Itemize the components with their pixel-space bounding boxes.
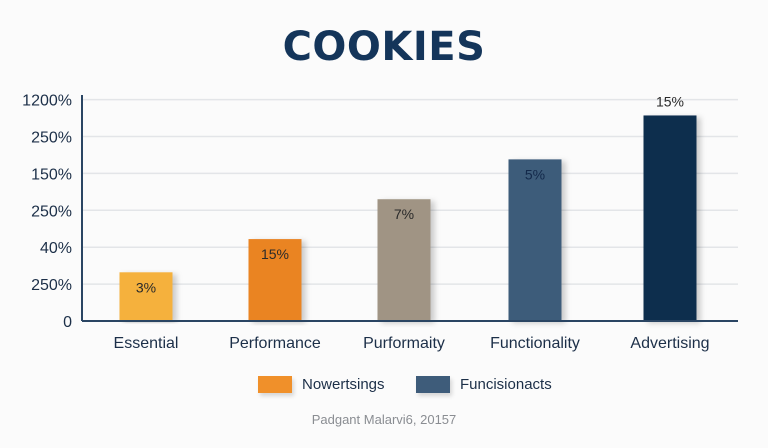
legend-label: Funcisionacts xyxy=(460,376,552,393)
x-tick-label: Functionality xyxy=(490,335,580,352)
x-tick-label: Advertising xyxy=(630,335,709,352)
data-label: 15% xyxy=(261,246,289,262)
legend-swatch xyxy=(416,376,450,393)
x-tick-label: Essential xyxy=(114,335,179,352)
legend-item-1: Funcisionacts xyxy=(416,376,552,393)
data-label: 5% xyxy=(525,166,545,182)
data-label: 15% xyxy=(656,93,684,109)
bar-purformaity xyxy=(377,199,431,321)
bar-performance xyxy=(248,239,302,321)
x-tick-label: Purformaity xyxy=(363,335,445,352)
chart-title: COOKIES xyxy=(282,24,486,70)
legend-item-0: Nowertsings xyxy=(258,376,385,393)
legend-label: Nowertsings xyxy=(302,376,385,393)
y-tick-label: 250% xyxy=(31,277,72,294)
y-tick-label: 40% xyxy=(40,240,72,257)
data-label: 7% xyxy=(394,206,414,222)
chart-footer: Padgant Malarvi6, 20157 xyxy=(311,412,457,427)
y-tick-label: 250% xyxy=(31,130,72,147)
y-tick-label: 1200% xyxy=(22,93,72,110)
bar-advertising xyxy=(643,115,697,321)
bar-essential xyxy=(119,272,173,321)
y-tick-label: 250% xyxy=(31,203,72,220)
data-label: 3% xyxy=(136,279,156,295)
y-tick-label: 0 xyxy=(63,314,72,331)
legend-swatch xyxy=(258,376,292,393)
bar-functionality xyxy=(508,159,562,321)
x-tick-label: Performance xyxy=(229,335,321,352)
y-tick-label: 150% xyxy=(31,166,72,183)
